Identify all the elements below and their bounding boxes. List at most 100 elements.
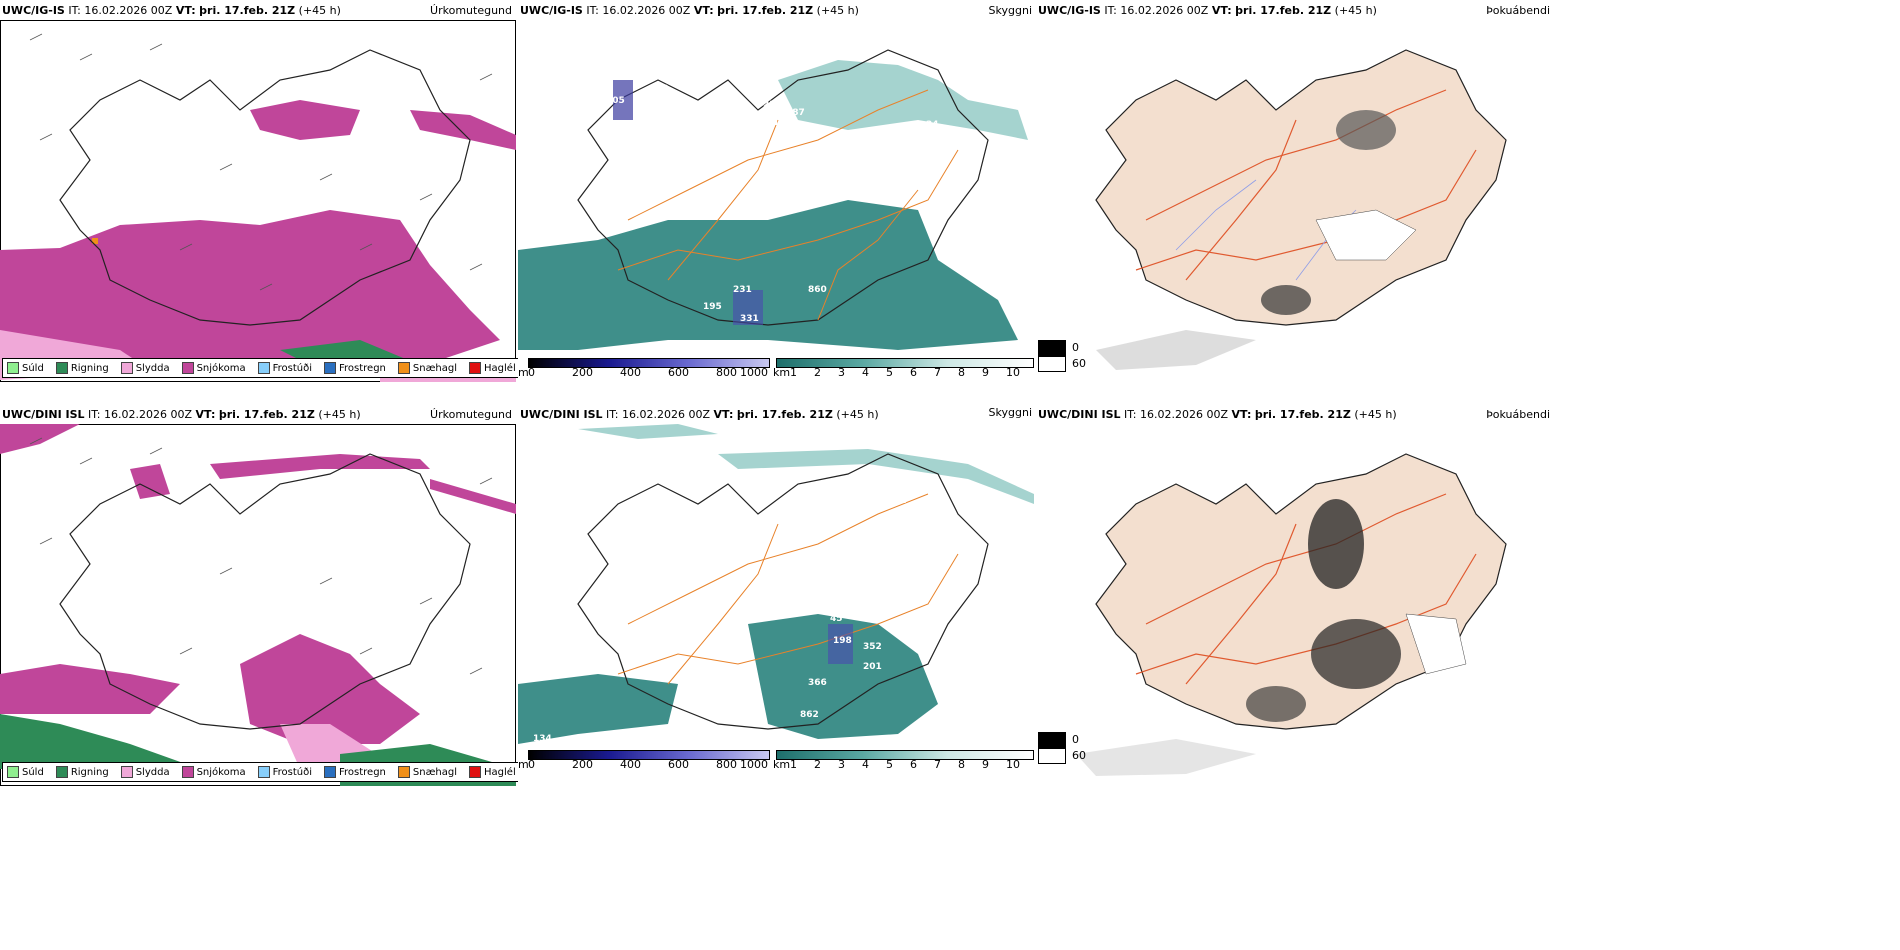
scale-tick: 800 xyxy=(716,758,737,771)
legend-item: Frostregn xyxy=(324,362,386,374)
fog-legend: 0 60 xyxy=(1038,732,1086,764)
vis-label: 366 xyxy=(808,678,827,688)
legend-swatch xyxy=(257,766,270,778)
scale-tick: 10 xyxy=(1006,366,1020,379)
vis-label: 287 xyxy=(786,108,805,118)
scale-bar-meters xyxy=(528,750,770,760)
vis-label: 134 xyxy=(533,734,552,744)
panel-title: UWC/DINI ISL IT: 16.02.2026 00Z VT: þri.… xyxy=(520,408,879,421)
vis-label: 231 xyxy=(733,285,752,295)
scale-unit-m: m xyxy=(518,758,529,771)
scale-bar-meters xyxy=(528,358,770,368)
legend-swatch xyxy=(7,362,19,374)
vis-label: 298 xyxy=(663,98,682,108)
scale-tick: 6 xyxy=(910,366,917,379)
scale-tick: 5 xyxy=(886,758,893,771)
vis-label: 105 xyxy=(606,96,625,106)
legend-swatch xyxy=(55,766,68,778)
panel-type-label: Úrkomutegund xyxy=(430,408,512,421)
scale-tick: 5 xyxy=(886,366,893,379)
panel-type-label: Úrkomutegund xyxy=(430,4,512,17)
panel-type-label: Þokuábendi xyxy=(1486,4,1550,17)
scale-tick: 1 xyxy=(790,366,797,379)
precip-map xyxy=(0,424,516,786)
legend-swatch xyxy=(397,766,410,778)
fog-map xyxy=(1076,453,1507,776)
legend-item: Slydda xyxy=(120,362,170,374)
vis-label: 839 xyxy=(893,509,912,519)
vis-number-labels: 105 259 298 233 287 167 24 231 195 331 1… xyxy=(518,20,1034,360)
scale-tick: 0 xyxy=(528,758,535,771)
panel-type-label: Skyggni xyxy=(988,406,1032,419)
legend-swatch xyxy=(1038,356,1066,372)
fog-map xyxy=(1095,49,1507,370)
scale-tick: 7 xyxy=(934,758,941,771)
precip-legend: Súld Rigning Slydda Snjókoma Frostúði Fr… xyxy=(2,358,529,378)
scale-tick: 10 xyxy=(1006,758,1020,771)
panel-title: UWC/IG-IS IT: 16.02.2026 00Z VT: þri. 17… xyxy=(1038,4,1377,17)
scale-tick: 800 xyxy=(716,366,737,379)
vis-number-labels: 907 839 45 198 352 201 401 366 436 862 1… xyxy=(518,424,1034,759)
legend-item: 60 xyxy=(1038,356,1086,372)
panel-title: UWC/DINI ISL IT: 16.02.2026 00Z VT: þri.… xyxy=(2,408,361,421)
scale-tick: 8 xyxy=(958,758,965,771)
legend-swatch xyxy=(120,362,133,374)
legend-item: Frostregn xyxy=(324,766,386,778)
scale-tick: 7 xyxy=(934,366,941,379)
scale-tick: 200 xyxy=(572,366,593,379)
legend-item: 0 xyxy=(1038,340,1086,356)
scale-tick: 9 xyxy=(982,758,989,771)
scale-tick: 600 xyxy=(668,366,689,379)
scale-tick: 400 xyxy=(620,758,641,771)
legend-item: Snæhagl xyxy=(397,766,457,778)
scale-tick: 3 xyxy=(838,366,845,379)
vis-label: 401 xyxy=(738,682,757,692)
scale-tick: 8 xyxy=(958,366,965,379)
scale-tick: 1000 xyxy=(740,758,768,771)
scale-tick: 1 xyxy=(790,758,797,771)
legend-item: Snjókoma xyxy=(181,362,246,374)
scale-tick: 9 xyxy=(982,366,989,379)
legend-item: Súld xyxy=(7,766,44,778)
scale-tick: 2 xyxy=(814,758,821,771)
vis-label: 862 xyxy=(800,710,819,720)
legend-swatch xyxy=(257,362,270,374)
scale-tick: 600 xyxy=(668,758,689,771)
visibility-panel-bottom: UWC/DINI ISL IT: 16.02.2026 00Z VT: þri.… xyxy=(518,404,1034,786)
scale-tick: 2 xyxy=(814,366,821,379)
vis-label: 201 xyxy=(863,662,882,672)
legend-swatch xyxy=(397,362,410,374)
precip-panel-top: UWC/IG-IS IT: 16.02.2026 00Z VT: þri. 17… xyxy=(0,0,529,382)
vis-label: 45 xyxy=(830,614,843,624)
precip-legend: Súld Rigning Slydda Snjókoma Frostúði Fr… xyxy=(2,762,529,782)
legend-swatch xyxy=(469,766,482,778)
legend-swatch xyxy=(1038,748,1066,764)
scale-bar-km xyxy=(776,358,1034,368)
fog-legend: 0 60 xyxy=(1038,340,1086,372)
precip-panel-bottom: UWC/DINI ISL IT: 16.02.2026 00Z VT: þri.… xyxy=(0,404,529,786)
legend-swatch xyxy=(324,362,336,374)
scale-tick: 1000 xyxy=(740,366,768,379)
vis-label: 907 xyxy=(890,496,909,506)
vis-label: 24 xyxy=(926,120,939,130)
fog-panel-top: UWC/IG-IS IT: 16.02.2026 00Z VT: þri. 17… xyxy=(1036,0,1552,382)
visibility-scale: m 0 200 400 600 800 1000 km 1 2 3 4 5 6 … xyxy=(518,358,1034,380)
legend-item: Frostúði xyxy=(257,362,312,374)
legend-swatch xyxy=(181,766,194,778)
vis-label: 259 xyxy=(650,84,669,94)
legend-swatch xyxy=(55,362,68,374)
legend-swatch xyxy=(7,766,19,778)
scale-tick: 6 xyxy=(910,758,917,771)
legend-item: Súld xyxy=(7,362,44,374)
vis-label: 167 xyxy=(773,118,792,128)
panel-title: UWC/DINI ISL IT: 16.02.2026 00Z VT: þri.… xyxy=(1038,408,1397,421)
legend-swatch xyxy=(1038,340,1066,356)
visibility-panel-top: UWC/IG-IS IT: 16.02.2026 00Z VT: þri. 17… xyxy=(518,0,1034,382)
legend-item: Rigning xyxy=(55,362,109,374)
visibility-map xyxy=(518,424,1034,744)
vis-label: 331 xyxy=(740,314,759,324)
legend-swatch xyxy=(469,362,482,374)
panel-title: UWC/IG-IS IT: 16.02.2026 00Z VT: þri. 17… xyxy=(520,4,859,17)
legend-swatch xyxy=(120,766,133,778)
panel-title: UWC/IG-IS IT: 16.02.2026 00Z VT: þri. 17… xyxy=(2,4,341,17)
